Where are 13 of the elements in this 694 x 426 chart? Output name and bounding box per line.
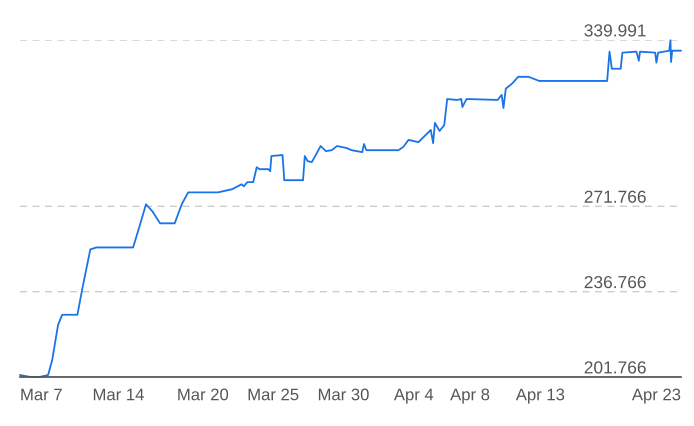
x-tick-label: Apr 13 (516, 388, 564, 404)
x-tick-label: Apr 8 (450, 388, 490, 404)
y-tick-label: 236.766 (584, 276, 646, 288)
x-tick-label: Mar 14 (94, 388, 144, 400)
x-tick-label: Mar 20 (178, 388, 228, 400)
y-tick-label: 271.766 (584, 190, 646, 203)
x-tick-label: Mar 25 (248, 388, 298, 400)
y-tick-label: 339.991 (584, 24, 646, 37)
y-tick-label: 201.766 (584, 361, 646, 374)
x-tick-label: Apr 4 (394, 388, 434, 404)
x-tick-label: Mar 30 (318, 388, 369, 400)
x-tick-label: Mar 7 (21, 388, 62, 400)
x-tick-label: Apr 23 (632, 388, 680, 404)
